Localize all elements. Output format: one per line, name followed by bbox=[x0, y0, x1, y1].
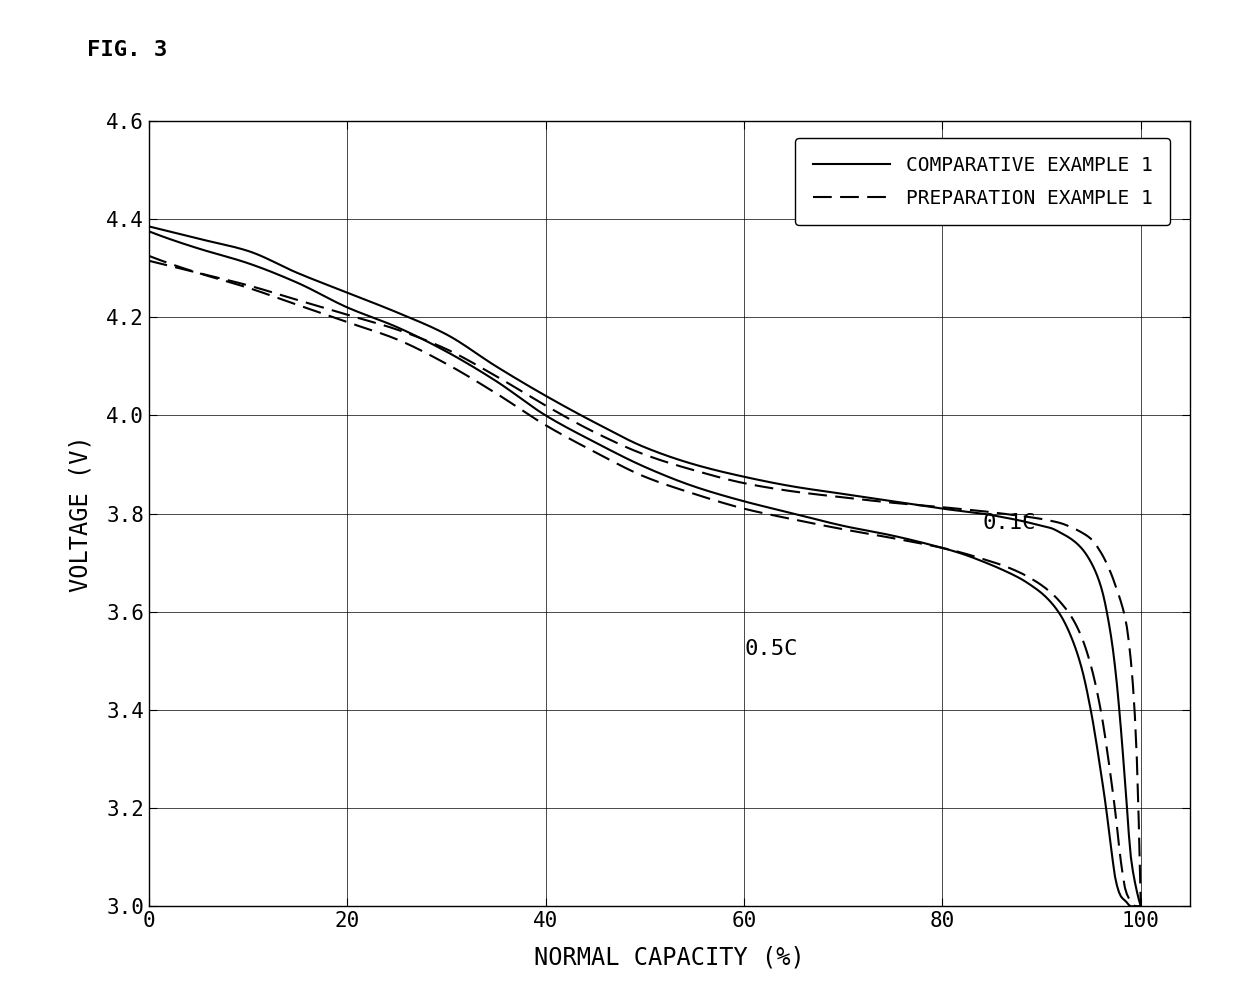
X-axis label: NORMAL CAPACITY (%): NORMAL CAPACITY (%) bbox=[534, 945, 805, 969]
Y-axis label: VOLTAGE (V): VOLTAGE (V) bbox=[68, 435, 92, 592]
Legend: COMPARATIVE EXAMPLE 1, PREPARATION EXAMPLE 1: COMPARATIVE EXAMPLE 1, PREPARATION EXAMP… bbox=[795, 138, 1171, 225]
Text: 0.5C: 0.5C bbox=[744, 638, 797, 659]
Text: FIG. 3: FIG. 3 bbox=[87, 40, 167, 60]
Text: 0.1C: 0.1C bbox=[982, 514, 1035, 534]
